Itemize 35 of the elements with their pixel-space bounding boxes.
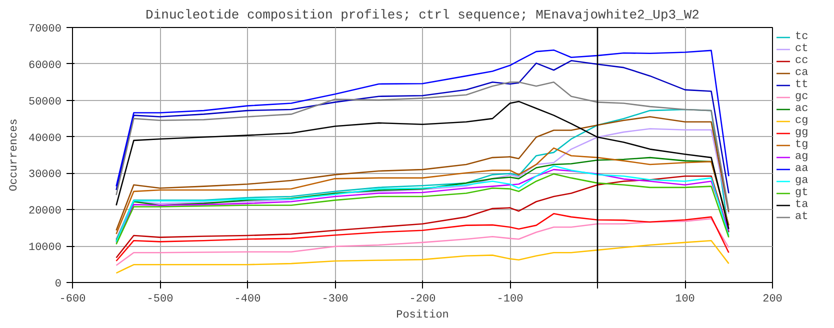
legend-label: ct — [795, 43, 810, 55]
x-tick-label: -400 — [234, 294, 261, 306]
x-tick-label: 100 — [675, 294, 695, 306]
x-tick-label: -500 — [146, 294, 174, 306]
legend-label: ca — [795, 67, 810, 79]
x-tick-label: -600 — [59, 294, 86, 306]
legend-label: cg — [795, 115, 810, 127]
legend-label: ga — [795, 175, 810, 187]
legend-label: tg — [795, 139, 810, 151]
legend-label: ta — [795, 199, 810, 211]
legend-label: tc — [795, 31, 810, 43]
y-tick-label: 40000 — [28, 132, 62, 145]
x-tick-label: -100 — [496, 294, 524, 306]
y-tick-label: 30000 — [28, 169, 62, 182]
y-tick-label: 0 — [54, 278, 62, 290]
chart-title: Dinucleotide composition profiles; ctrl sequence; MEnavajowhite2_Up3_W2 — [146, 8, 700, 22]
x-tick-label: -300 — [322, 294, 348, 306]
x-axis-title: Position — [396, 310, 449, 322]
y-tick-label: 20000 — [28, 206, 62, 218]
legend-label: cc — [795, 55, 810, 67]
legend-label: tt — [795, 79, 810, 91]
legend-label: at — [795, 211, 810, 223]
y-tick-label: 60000 — [28, 60, 62, 72]
legend-label: gt — [795, 187, 810, 199]
legend-label: gc — [795, 91, 810, 103]
legend-label: ag — [795, 151, 810, 163]
x-tick-label: -200 — [409, 294, 436, 306]
y-tick-label: 50000 — [28, 96, 62, 108]
legend-label: gg — [795, 127, 810, 139]
y-axis-title: Occurrences — [8, 118, 20, 192]
x-tick-label: 200 — [762, 294, 782, 306]
y-tick-label: 70000 — [28, 24, 62, 36]
legend-label: ac — [795, 103, 810, 115]
legend-label: aa — [795, 163, 810, 175]
y-tick-label: 10000 — [28, 242, 62, 254]
